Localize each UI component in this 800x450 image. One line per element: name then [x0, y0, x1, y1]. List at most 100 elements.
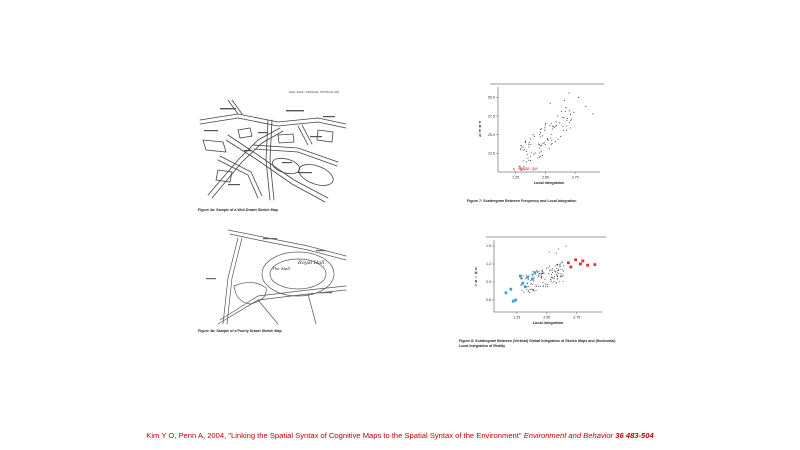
data-point: [560, 274, 562, 276]
data-point: [552, 272, 554, 274]
data-point: [551, 276, 553, 278]
hand-label-royal-hall: Royal Hall: [298, 260, 325, 266]
data-point: [540, 273, 542, 275]
data-point: [520, 285, 522, 287]
data-point: [527, 168, 529, 171]
data-point: [541, 154, 544, 156]
data-point: [525, 151, 527, 153]
data-point: [557, 270, 559, 272]
data-point: [538, 274, 540, 276]
data-point: [560, 268, 562, 270]
data-point: [570, 118, 572, 120]
data-point: [518, 165, 520, 167]
data-point: [532, 274, 534, 276]
data-point: [530, 143, 532, 145]
data-point: [547, 139, 549, 141]
data-point: [542, 135, 544, 137]
data-point: [558, 281, 560, 283]
data-point: [523, 291, 525, 293]
data-point: [563, 99, 565, 101]
data-point: [586, 263, 589, 267]
data-point: [527, 285, 529, 287]
data-point: [540, 150, 542, 152]
data-point: [554, 270, 556, 272]
data-point: [537, 285, 539, 287]
data-point: [520, 147, 522, 149]
data-point: [555, 124, 557, 126]
data-point: [530, 156, 532, 158]
data-point: [524, 149, 526, 151]
data-point: [538, 272, 540, 274]
data-point: [569, 127, 571, 129]
data-point: [541, 272, 543, 274]
data-point: [545, 286, 547, 288]
data-point: [542, 281, 544, 283]
data-point: [549, 125, 551, 127]
well-drawn-sketch-map: [198, 100, 348, 205]
data-point: [556, 275, 558, 277]
data-point: [543, 272, 545, 274]
data-point: [554, 275, 556, 277]
data-point: [545, 123, 547, 125]
data-point: [548, 147, 550, 149]
data-point: [593, 263, 597, 266]
data-point: [574, 258, 577, 262]
data-point: [567, 261, 570, 265]
data-point: [549, 265, 551, 267]
data-point: [568, 92, 570, 94]
data-point: [537, 271, 539, 273]
data-point: [566, 117, 569, 119]
data-point: [547, 273, 549, 275]
data-point: [581, 259, 585, 263]
data-point: [544, 129, 546, 131]
y-tick-label: 0.6: [486, 298, 491, 302]
data-point: [551, 270, 553, 272]
data-point: [569, 265, 573, 269]
data-point: [523, 285, 527, 289]
data-point: [533, 153, 535, 155]
data-point: [528, 141, 530, 143]
data-point: [553, 127, 555, 129]
data-point: [539, 155, 541, 157]
data-point: [531, 277, 534, 281]
data-point: [532, 289, 534, 291]
data-point: [526, 289, 528, 291]
poorly-drawn-sketch-map: [198, 228, 348, 326]
data-point: [527, 282, 529, 284]
data-point: [521, 289, 523, 291]
data-point: [562, 117, 564, 119]
data-point: [543, 142, 545, 144]
data-point: [558, 268, 560, 270]
data-point: [522, 168, 524, 170]
scattergram-frequency: 1.25 2.50 3.75 12.5 25.0 37.5 50.0 Local Integr…: [460, 75, 610, 200]
data-point: [558, 265, 560, 267]
data-point: [547, 267, 549, 269]
data-point: [546, 139, 548, 141]
data-point: [559, 122, 561, 124]
data-point: [514, 298, 517, 302]
data-point: [554, 141, 557, 143]
data-point: [563, 117, 565, 119]
data-point: [579, 262, 582, 266]
data-point: [525, 161, 528, 163]
data-point: [542, 142, 544, 144]
data-point: [561, 261, 563, 263]
figure-7-caption: Figure 7: Scattergram Between Frequency …: [467, 199, 577, 203]
data-point: [550, 137, 552, 139]
data-point: [531, 274, 533, 276]
data-point: [520, 278, 522, 280]
data-point: [566, 129, 568, 131]
red-annotation: Experim. et al.: [518, 166, 538, 170]
hand-label-the-mall: The Mall: [272, 266, 290, 271]
data-point: [550, 269, 552, 271]
data-point: [528, 143, 530, 145]
data-point: [527, 290, 529, 292]
data-point: [529, 289, 531, 291]
data-point: [530, 151, 532, 153]
data-point: [513, 169, 515, 171]
data-point: [551, 142, 553, 145]
chart-sketch-vs-reality-integration: 1.25 2.50 3.75 0.6 0.9 1.2 1.5 Local Integratio…: [475, 236, 606, 325]
data-point: [533, 135, 535, 137]
data-point: [520, 169, 522, 172]
